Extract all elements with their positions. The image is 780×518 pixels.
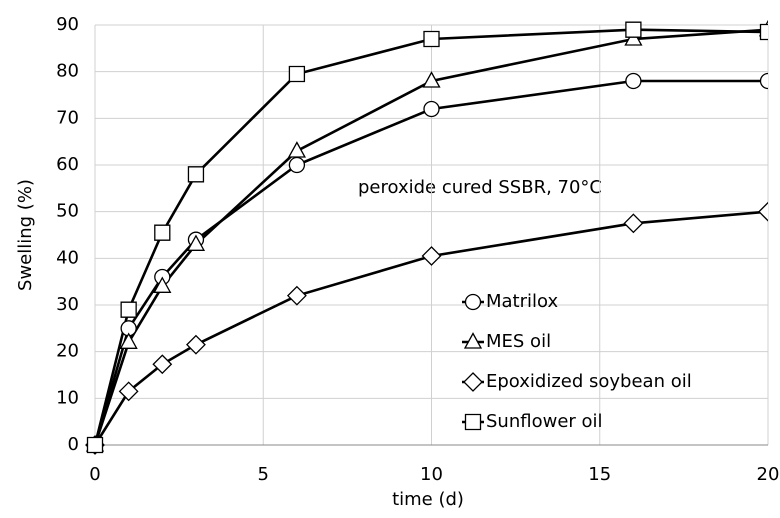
- series-line: [93, 79, 768, 446]
- marker: [422, 71, 441, 88]
- marker: [423, 100, 440, 118]
- marker: [186, 234, 206, 251]
- x-axis-label: time (d): [392, 489, 464, 510]
- legend-label: Sunflower oil: [486, 411, 603, 432]
- marker: [287, 141, 307, 158]
- series-line: [93, 210, 768, 446]
- marker: [421, 246, 442, 266]
- y-tick-label: 10: [56, 387, 79, 408]
- plot-area: [85, 19, 768, 455]
- y-tick-label: 70: [56, 107, 79, 128]
- y-tick-label: 60: [56, 154, 79, 175]
- legend-label: Matrilox: [486, 291, 558, 312]
- marker: [119, 332, 138, 349]
- x-tick-label: 0: [89, 464, 100, 485]
- marker: [286, 285, 307, 306]
- legend-marker: [464, 293, 482, 311]
- y-tick-label: 0: [68, 434, 79, 455]
- x-tick-label: 15: [588, 464, 611, 485]
- y-axis-label: Swelling (%): [15, 179, 36, 291]
- legend-label: MES oil: [486, 331, 551, 352]
- legend-marker: [463, 372, 483, 392]
- marker: [152, 354, 173, 375]
- marker: [623, 213, 644, 234]
- legend-label: Epoxidized soybean oil: [486, 371, 692, 392]
- marker: [288, 156, 306, 174]
- marker: [120, 301, 137, 318]
- x-tick-label: 5: [258, 464, 269, 485]
- marker: [759, 23, 768, 41]
- marker: [187, 166, 205, 183]
- y-tick-label: 40: [56, 247, 79, 268]
- marker: [86, 436, 104, 454]
- marker: [154, 224, 171, 241]
- marker: [186, 334, 206, 355]
- y-tick-label: 30: [56, 294, 79, 315]
- marker: [423, 30, 440, 48]
- y-tick-label: 50: [56, 201, 79, 222]
- x-tick-label: 20: [757, 464, 780, 485]
- marker: [118, 381, 139, 402]
- marker: [758, 201, 768, 222]
- y-tick-label: 90: [56, 14, 79, 35]
- marker: [153, 276, 172, 293]
- legend-marker: [463, 332, 483, 349]
- marker: [625, 72, 642, 90]
- marker: [759, 72, 768, 90]
- y-tick-label: 80: [56, 61, 79, 82]
- annotation: peroxide cured SSBR, 70°C: [358, 177, 602, 198]
- marker: [288, 65, 306, 83]
- x-tick-label: 10: [420, 464, 443, 485]
- marker: [625, 21, 642, 38]
- legend-marker: [464, 413, 482, 431]
- series-line: [93, 28, 768, 446]
- y-tick-label: 20: [56, 341, 79, 362]
